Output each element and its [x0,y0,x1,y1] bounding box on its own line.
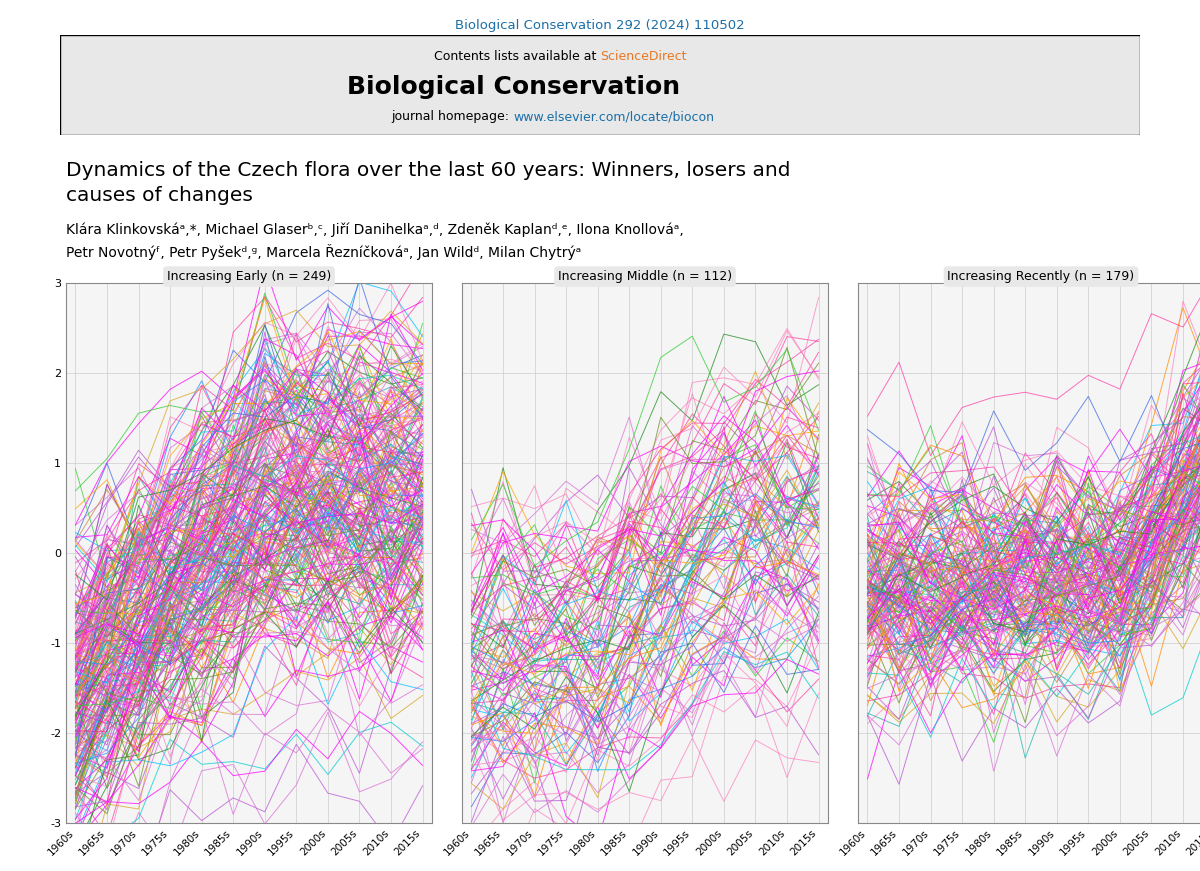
Text: journal homepage:: journal homepage: [391,111,514,124]
Text: Biological Conservation: Biological Conservation [347,75,680,99]
Title: Increasing Middle (n = 112): Increasing Middle (n = 112) [558,270,732,283]
Title: Increasing Early (n = 249): Increasing Early (n = 249) [167,270,331,283]
Text: Dynamics of the Czech flora over the last 60 years: Winners, losers and: Dynamics of the Czech flora over the las… [66,161,791,180]
Text: www.elsevier.com/locate/biocon: www.elsevier.com/locate/biocon [514,111,714,124]
Text: Petr Novotnýᶠ, Petr Pyšekᵈ,ᵍ, Marcela Řezníčkováᵃ, Jan Wildᵈ, Milan Chytrýᵃ: Petr Novotnýᶠ, Petr Pyšekᵈ,ᵍ, Marcela Ře… [66,244,581,260]
Text: Biological Conservation 292 (2024) 110502: Biological Conservation 292 (2024) 11050… [455,19,745,32]
FancyBboxPatch shape [60,35,1140,135]
Text: causes of changes: causes of changes [66,186,253,205]
Text: Contents lists available at: Contents lists available at [433,51,600,64]
Text: ScienceDirect: ScienceDirect [600,51,686,64]
Text: Klára Klinkovskáᵃ,*, Michael Glaserᵇ,ᶜ, Jiří Danihelkaᵃ,ᵈ, Zdeněk Kaplanᵈ,ᵉ, Ilo: Klára Klinkovskáᵃ,*, Michael Glaserᵇ,ᶜ, … [66,222,684,237]
Title: Increasing Recently (n = 179): Increasing Recently (n = 179) [948,270,1134,283]
